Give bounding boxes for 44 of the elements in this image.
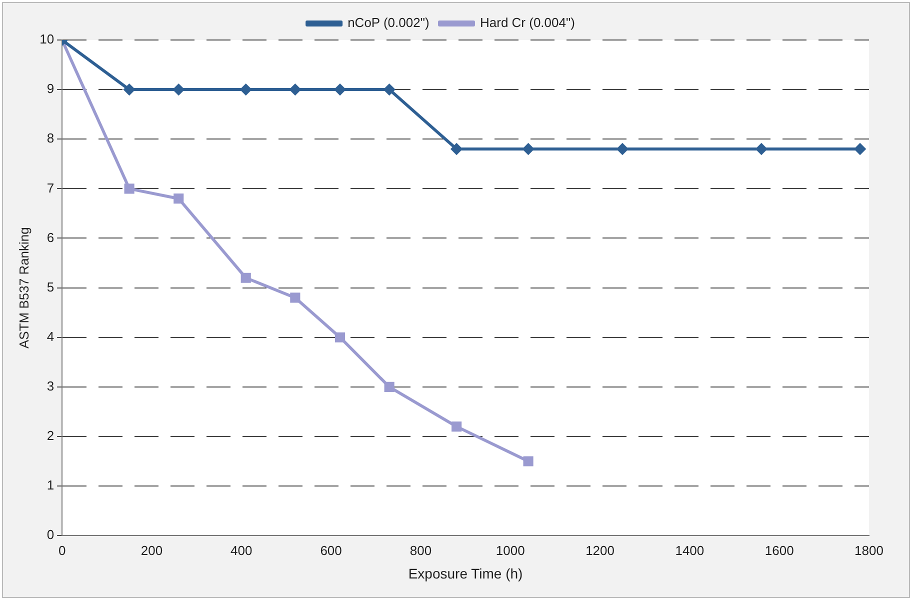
point xyxy=(384,382,394,392)
y-tick-label: 7 xyxy=(46,180,54,196)
y-tick-label: 6 xyxy=(46,230,54,245)
y-tick-label: 4 xyxy=(46,328,54,344)
point xyxy=(290,84,301,96)
x-tick-label: 1800 xyxy=(854,542,884,558)
point xyxy=(173,84,184,96)
x-tick-label: 1400 xyxy=(675,542,704,558)
point xyxy=(451,144,462,155)
y-tick-label: 2 xyxy=(46,428,54,444)
point xyxy=(334,84,346,96)
y-tick-label: 5 xyxy=(46,279,54,294)
point xyxy=(240,272,251,283)
point xyxy=(124,84,135,96)
x-tick-label: 400 xyxy=(230,542,252,558)
x-tick-label: 600 xyxy=(320,542,342,558)
y-tick-label: 10 xyxy=(40,32,54,47)
point xyxy=(334,332,346,342)
x-tick-label: 800 xyxy=(410,542,432,558)
point xyxy=(124,184,134,194)
point xyxy=(756,144,767,155)
x-tick-label: 1200 xyxy=(586,542,614,558)
y-tick-label: 0 xyxy=(46,527,54,542)
y-axis-title: ASTM B537 Ranking xyxy=(16,227,32,349)
y-tick-label: 1 xyxy=(46,478,54,493)
x-tick-label: 1600 xyxy=(764,542,794,558)
point xyxy=(854,144,866,155)
point xyxy=(452,422,462,432)
x-axis-title: Exposure Time (h) xyxy=(408,565,523,582)
legend-label: nCoP (0.002") xyxy=(348,15,430,30)
x-tick-label: 200 xyxy=(140,542,163,558)
point xyxy=(616,144,628,155)
y-tick-label: 8 xyxy=(46,130,54,146)
y-tick-label: 9 xyxy=(46,81,54,96)
point xyxy=(240,84,252,96)
point xyxy=(523,456,534,466)
x-tick-label: 1000 xyxy=(496,542,525,558)
y-tick-label: 3 xyxy=(46,378,54,394)
point xyxy=(174,194,184,204)
point xyxy=(290,292,300,303)
x-tick-label: 0 xyxy=(58,542,66,558)
legend-label: Hard Cr (0.004") xyxy=(480,15,575,30)
point xyxy=(384,84,395,96)
point xyxy=(522,144,534,155)
